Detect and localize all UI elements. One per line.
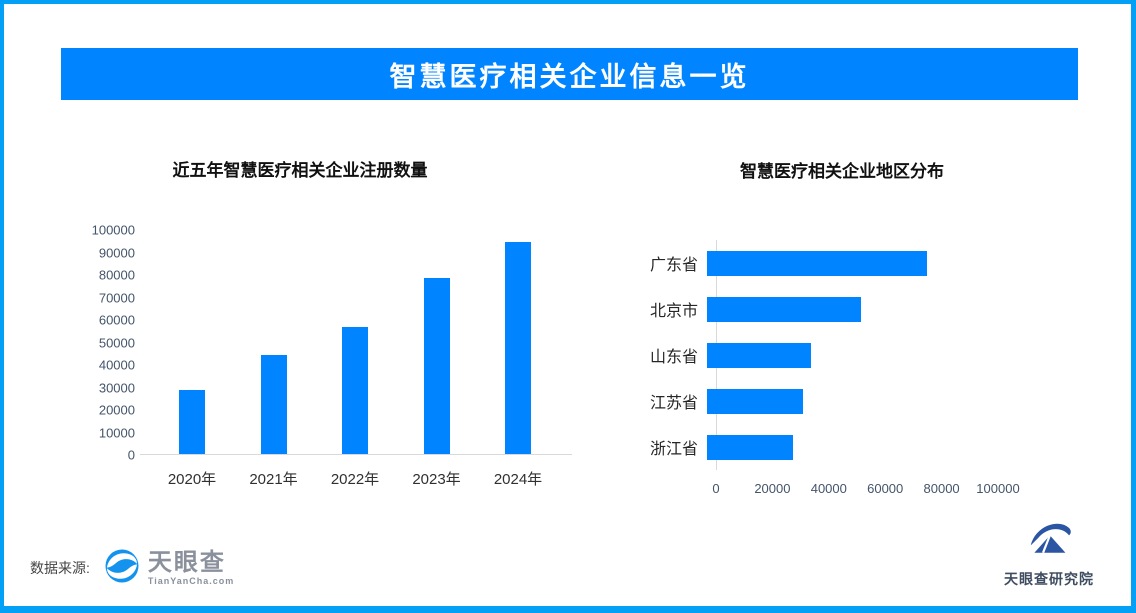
region-row: 浙江省 bbox=[636, 424, 1081, 470]
x-tick-label: 0 bbox=[712, 481, 720, 496]
y-tick-label: 20000 bbox=[98, 402, 135, 418]
x-tick-label: 100000 bbox=[976, 481, 1020, 496]
y-tick-label: 0 bbox=[127, 447, 135, 463]
y-tick-label: 40000 bbox=[98, 357, 135, 373]
y-tick-label: 50000 bbox=[98, 335, 135, 350]
x-category-label: 2020年 bbox=[167, 471, 217, 488]
region-row: 北京市 bbox=[636, 286, 1081, 332]
research-institute-name: 天眼查研究院 bbox=[1004, 571, 1094, 587]
y-tick-label: 90000 bbox=[98, 245, 135, 260]
y-tick-label: 70000 bbox=[98, 290, 135, 305]
region-label: 江苏省 bbox=[649, 395, 698, 412]
bar-广东省 bbox=[707, 250, 927, 276]
data-source: 数据来源: 天眼查 TianYanCha.com bbox=[30, 544, 234, 592]
bar-北京市 bbox=[707, 296, 861, 322]
regions-x-axis: 0 20000 40000 60000 80000 100000 bbox=[636, 481, 1081, 501]
bar-江苏省 bbox=[707, 388, 803, 414]
bar-2022年 bbox=[342, 327, 368, 454]
y-tick-label: 100000 bbox=[91, 222, 135, 238]
region-label: 山东省 bbox=[649, 349, 698, 366]
y-tick-label: 30000 bbox=[98, 380, 135, 395]
x-category-label: 2023年 bbox=[412, 471, 461, 488]
y-tick-label: 80000 bbox=[98, 267, 135, 283]
region-label: 北京市 bbox=[649, 303, 698, 320]
x-tick-label: 20000 bbox=[754, 481, 791, 496]
registrations-y-axis: 0 10000 20000 30000 40000 50000 60000 70000 8000… bbox=[4, 223, 135, 463]
x-category-label: 2021年 bbox=[249, 471, 298, 488]
bar-2024年 bbox=[505, 242, 531, 454]
regions-chart-title: 智慧医疗相关企业地区分布 bbox=[740, 162, 944, 181]
page-title: 智慧医疗相关企业信息一览 bbox=[389, 61, 750, 92]
x-tick-label: 60000 bbox=[867, 481, 904, 496]
bar-2023年 bbox=[423, 278, 450, 454]
bar-山东省 bbox=[707, 342, 811, 368]
region-label: 浙江省 bbox=[649, 441, 698, 458]
x-category-label: 2022年 bbox=[330, 471, 380, 488]
tianyancha-logo-name: 天眼查 bbox=[147, 548, 226, 576]
registrations-x-axis: 2020年 2021年 2022年 2023年 2024年 bbox=[140, 468, 572, 490]
bar-2021年 bbox=[260, 355, 287, 454]
title-banner: 智慧医疗相关企业信息一览 bbox=[61, 48, 1078, 100]
tianyancha-eye-icon bbox=[104, 548, 140, 589]
region-row: 江苏省 bbox=[636, 378, 1081, 424]
registrations-chart-title: 近五年智慧医疗相关企业注册数量 bbox=[172, 161, 428, 180]
y-tick-label: 60000 bbox=[98, 312, 135, 328]
tianyancha-logo: 天眼查 TianYanCha.com bbox=[147, 548, 235, 586]
tianyancha-logo-domain: TianYanCha.com bbox=[147, 575, 235, 586]
research-institute-logo: 天眼查研究院 bbox=[979, 518, 1119, 589]
bar-浙江省 bbox=[707, 434, 793, 460]
regions-plot-area: 广东省北京市山东省江苏省浙江省 bbox=[636, 240, 1081, 470]
x-tick-label: 40000 bbox=[810, 481, 847, 496]
x-category-label: 2024年 bbox=[493, 471, 543, 488]
registrations-plot-area bbox=[140, 230, 572, 455]
region-label: 广东省 bbox=[649, 257, 698, 274]
data-source-label: 数据来源: bbox=[30, 560, 90, 576]
bar-2020年 bbox=[179, 390, 205, 454]
research-institute-icon bbox=[1025, 518, 1073, 565]
x-tick-label: 80000 bbox=[923, 481, 960, 496]
y-tick-label: 10000 bbox=[98, 425, 135, 440]
region-row: 山东省 bbox=[636, 332, 1081, 378]
region-row: 广东省 bbox=[636, 240, 1081, 286]
